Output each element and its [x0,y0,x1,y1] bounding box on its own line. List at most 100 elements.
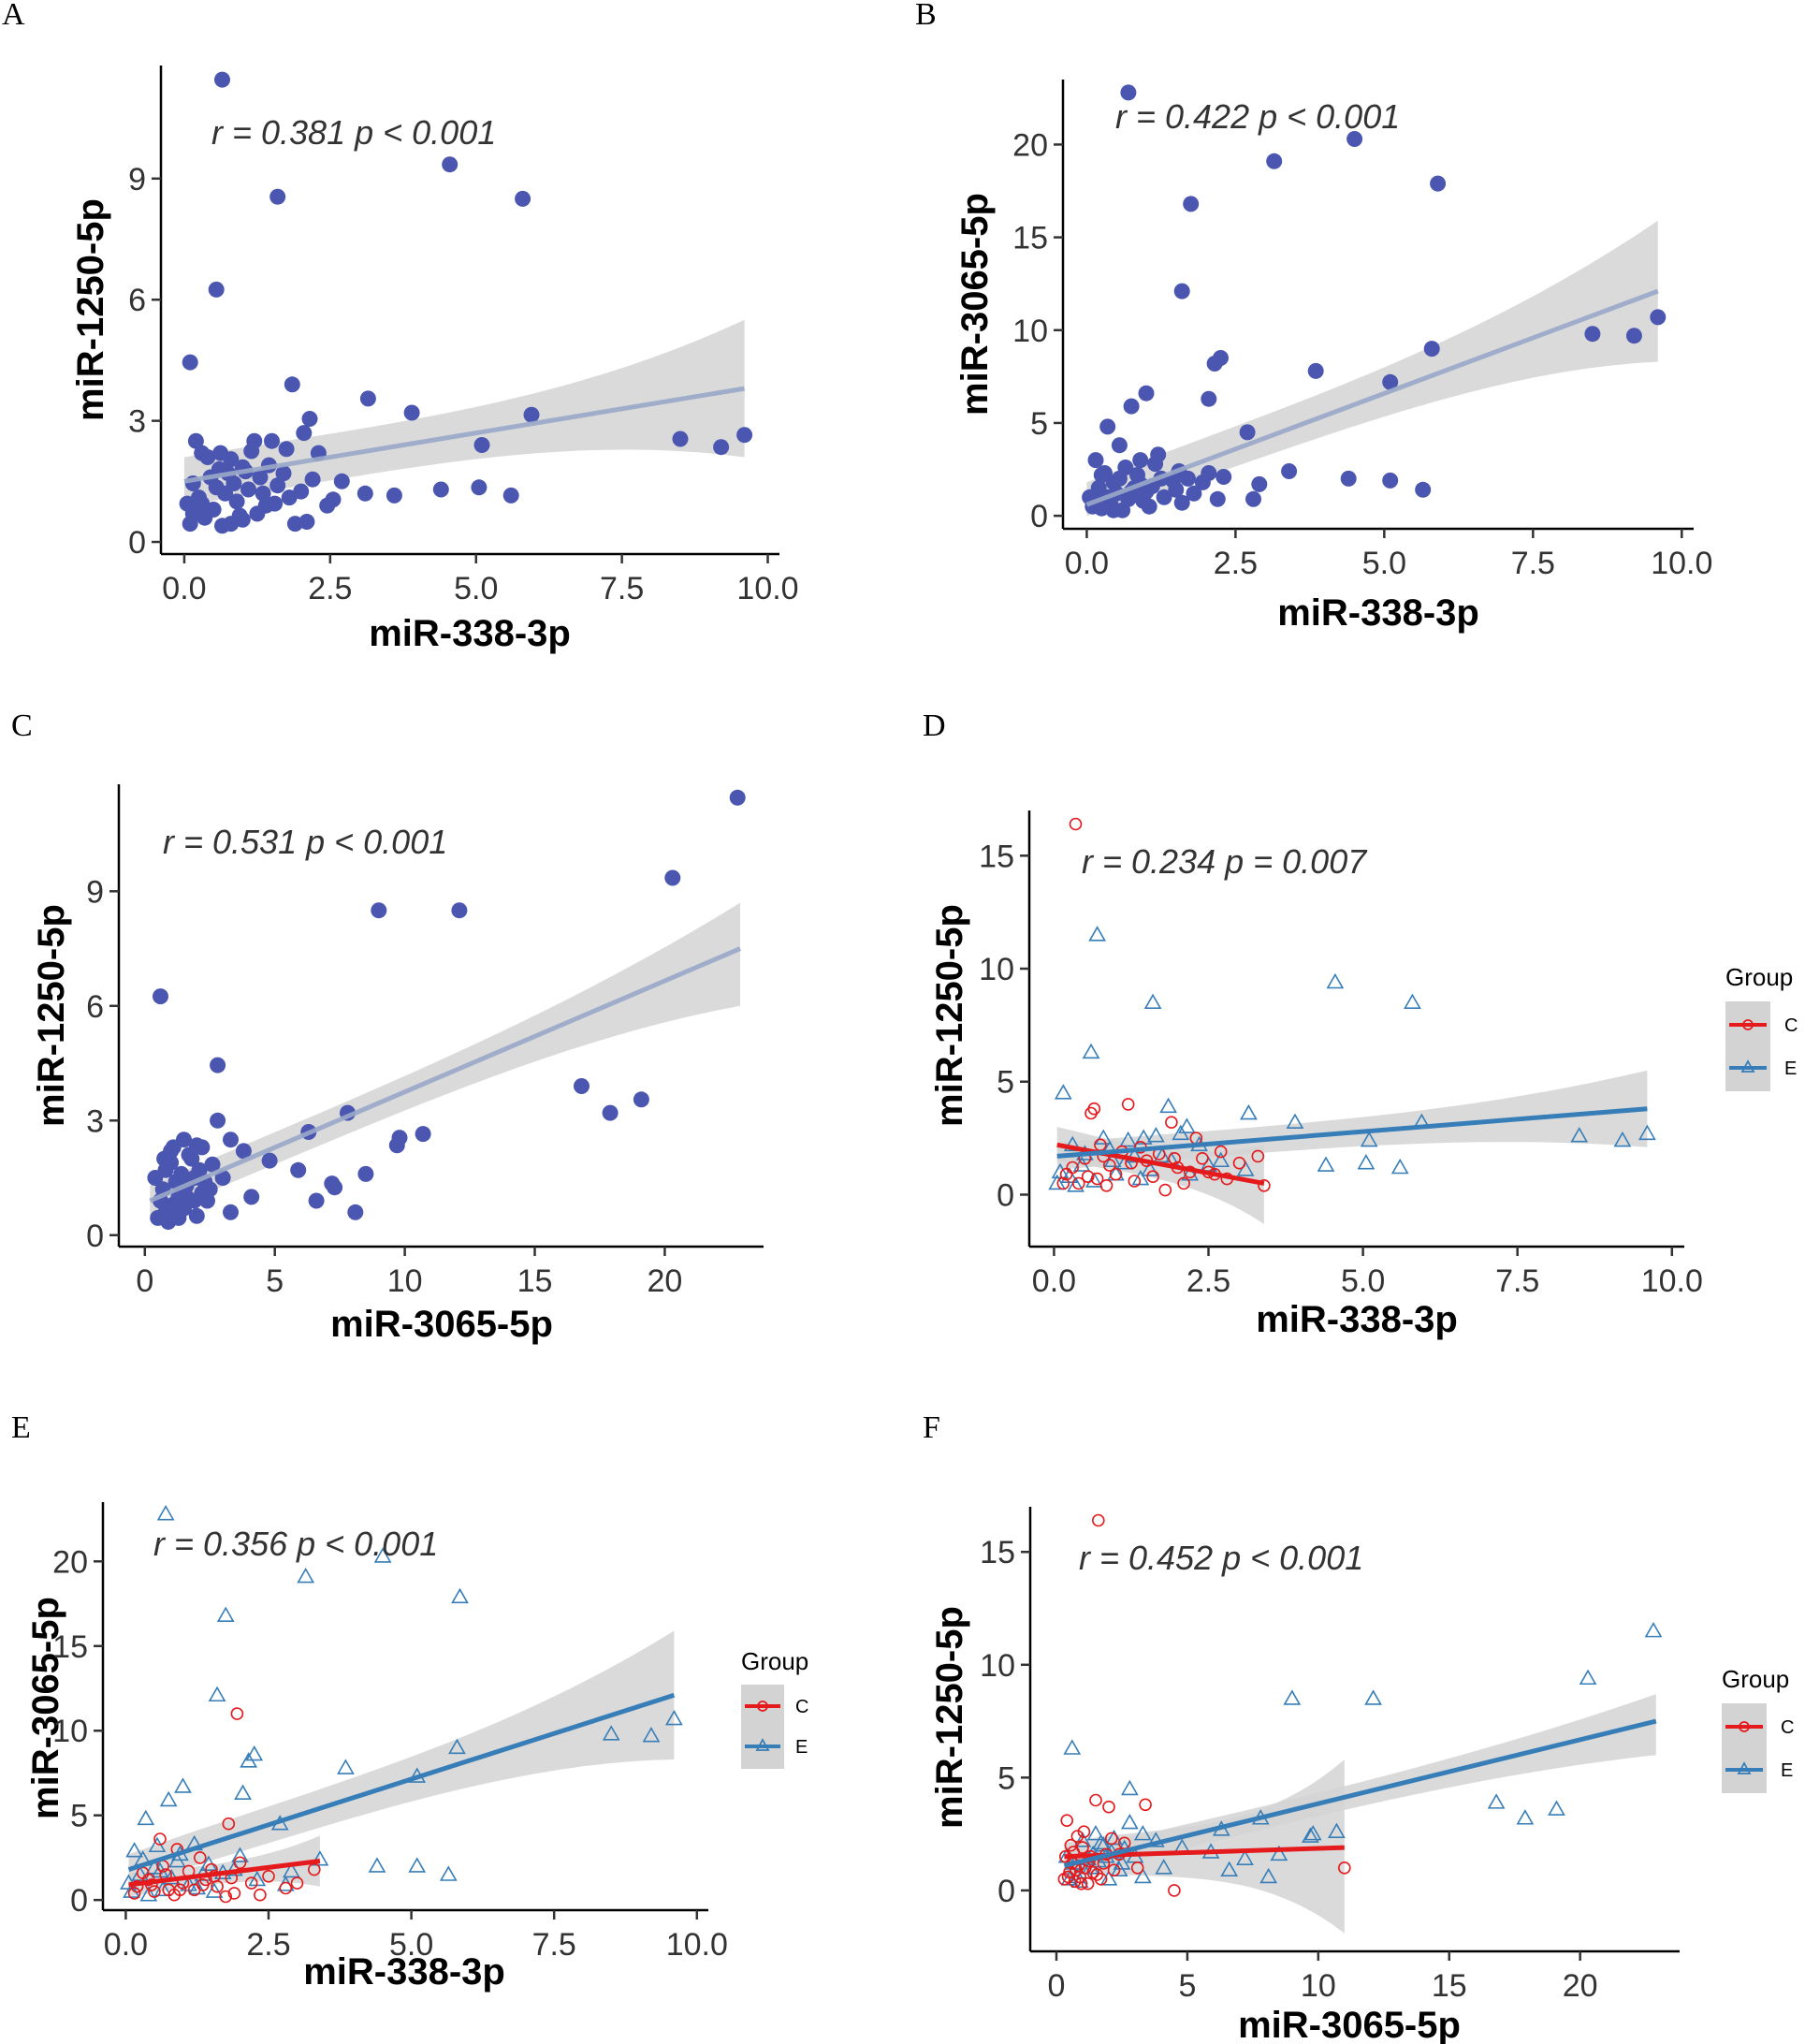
data-point-e [174,1777,192,1793]
data-point [165,1139,182,1156]
data-point [1120,84,1137,101]
data-point [252,469,269,486]
x-tick-label: 0 [1048,1968,1066,2004]
data-point-c [262,1870,275,1883]
data-point [473,437,490,453]
data-point-e [1259,1867,1278,1884]
data-point [210,1057,226,1073]
data-point [1123,398,1140,415]
y-tick-label: 10 [1012,314,1048,349]
data-point-c [153,1832,167,1846]
x-tick-label: 5.0 [1341,1263,1385,1299]
x-tick-label: 7.5 [532,1927,576,1963]
data-point [269,188,286,205]
legend-key-c-marker [757,1701,768,1712]
data-point [255,485,271,502]
data-point [359,390,376,407]
legend-label-e: E [1784,1058,1797,1079]
x-tick-label: 0.0 [162,571,206,606]
legend: Group C E [1722,1665,1794,1793]
data-point [415,1126,431,1143]
data-point-e [1092,1833,1110,1850]
data-point [194,495,211,512]
data-point [204,1156,221,1173]
regression-line [1085,288,1659,507]
data-point-e [156,1505,175,1521]
data-point-e [1283,1689,1302,1705]
x-axis-title: miR-338-3p [303,1951,505,1993]
x-tick-label: 0.0 [1065,546,1109,581]
data-point-c [1094,1873,1108,1886]
data-point-e [1048,1174,1067,1190]
y-tick-label: 5 [70,1799,88,1834]
confidence-band [150,902,741,1217]
panel-a: A r = 0.381 p < 0.001 miR-338-3p miR-125… [2,0,799,654]
correlation-annotation: r = 0.356 p < 0.001 [153,1525,438,1563]
data-point-c [222,1817,236,1831]
data-point [153,988,168,1005]
data-point [357,1165,374,1182]
regression-line [149,946,741,1204]
data-point [1183,196,1200,212]
panel-e: E r = 0.356 p < 0.001 miR-338-3p miR-306… [11,1410,808,1993]
data-point [403,404,420,421]
x-tick-label: 15 [1432,1968,1467,2004]
data-point [1650,309,1667,326]
x-tick-label: 15 [517,1263,553,1299]
data-point-e [1303,1825,1322,1841]
correlation-annotation: r = 0.531 p < 0.001 [163,823,447,861]
data-point [327,1179,343,1196]
data-point-c [1338,1862,1351,1875]
data-point [182,354,198,371]
data-point-c [1066,1161,1079,1175]
data-point-e [664,1709,683,1726]
data-point-e [373,1547,392,1563]
data-point-c [1158,1183,1172,1197]
data-point-e [451,1587,469,1604]
data-point-c [1214,1145,1228,1159]
x-tick-label: 7.5 [1495,1263,1539,1299]
regression-line [183,386,746,484]
data-point-c [1089,1793,1102,1807]
data-point [243,443,260,460]
legend-key-background [1722,1703,1767,1793]
data-point [1584,326,1601,343]
y-tick-label: 0 [86,1219,104,1254]
x-tick-label: 10.0 [1651,546,1712,581]
data-point [1281,463,1298,479]
x-axis-title: miR-3065-5p [330,1304,553,1345]
panel-label-e: E [11,1410,31,1445]
plot-area [179,71,753,534]
data-point [183,1150,200,1167]
data-point-c [1099,1179,1114,1192]
panel-label-d: D [923,708,946,743]
data-point-c [162,1883,175,1897]
y-tick-label: 20 [52,1544,88,1580]
data-point-e [1390,1158,1409,1175]
data-point [1415,481,1432,498]
data-point-c [1146,1170,1159,1183]
data-point-e [1181,1165,1200,1181]
legend-label-e: E [795,1737,808,1758]
data-point [357,485,373,502]
data-point-e [1120,1813,1139,1830]
legend-key-background [1725,1001,1770,1091]
legend-label-c: C [1784,1015,1798,1036]
data-point [388,1137,405,1154]
y-axis-title: miR-3065-5p [954,193,996,416]
x-tick-label: 0.0 [104,1927,148,1963]
y-tick-label: 10 [980,1648,1015,1684]
data-point-e [1054,1084,1072,1100]
y-tick-label: 9 [86,874,104,910]
data-point [208,479,225,496]
confidence-band-c [1064,1759,1345,1934]
data-point-c [1081,1876,1095,1891]
data-point [267,495,284,512]
data-point-e [205,1882,224,1898]
panel-label-a: A [2,0,25,32]
data-point-c [127,1887,141,1900]
x-axis-title: miR-338-3p [369,613,571,654]
data-point-c [1090,1868,1104,1881]
legend-key-e-marker [1737,1761,1752,1774]
x-tick-label: 5 [1178,1968,1196,2004]
